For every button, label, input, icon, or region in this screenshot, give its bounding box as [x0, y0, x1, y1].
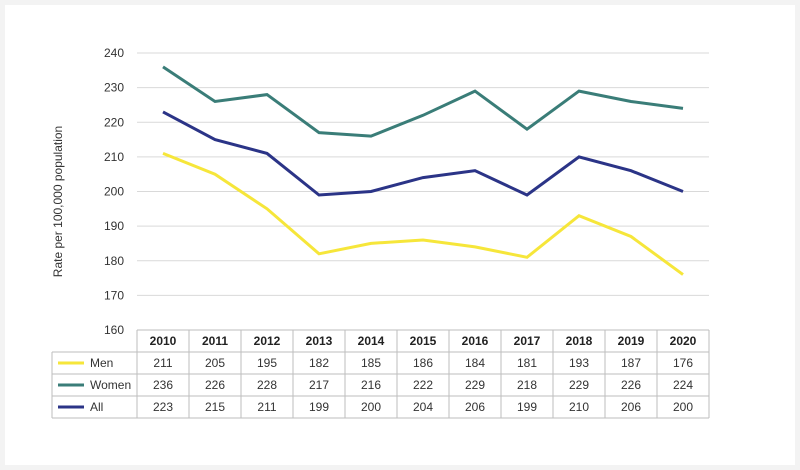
data-cell-women-2012: 228 — [257, 378, 277, 392]
data-cell-all-2019: 206 — [621, 400, 641, 414]
data-cell-men-2020: 176 — [673, 356, 693, 370]
y-tick-label-170: 170 — [104, 288, 124, 302]
data-cell-all-2020: 200 — [673, 400, 693, 414]
data-cell-men-2014: 185 — [361, 356, 381, 370]
x-tick-label-2017: 2017 — [514, 334, 541, 348]
data-cell-all-2015: 204 — [413, 400, 433, 414]
data-cell-women-2020: 224 — [673, 378, 693, 392]
y-tick-label-240: 240 — [104, 46, 124, 60]
data-cell-men-2011: 205 — [205, 356, 225, 370]
data-cell-women-2016: 229 — [465, 378, 485, 392]
y-tick-label-200: 200 — [104, 185, 124, 199]
legend-label-women: Women — [90, 378, 131, 392]
data-cell-women-2018: 229 — [569, 378, 589, 392]
x-tick-label-2020: 2020 — [670, 334, 697, 348]
data-cell-women-2015: 222 — [413, 378, 433, 392]
data-cell-all-2010: 223 — [153, 400, 173, 414]
data-cell-women-2011: 226 — [205, 378, 225, 392]
data-cell-all-2013: 199 — [309, 400, 329, 414]
x-tick-label-2019: 2019 — [618, 334, 645, 348]
data-cell-all-2016: 206 — [465, 400, 485, 414]
data-cell-women-2010: 236 — [153, 378, 173, 392]
x-tick-label-2010: 2010 — [150, 334, 177, 348]
data-cell-all-2011: 215 — [205, 400, 225, 414]
legend-label-men: Men — [90, 356, 113, 370]
data-cell-all-2018: 210 — [569, 400, 589, 414]
y-axis-label: Rate per 100,000 population — [51, 126, 65, 277]
data-cell-all-2017: 199 — [517, 400, 537, 414]
data-cell-men-2010: 211 — [153, 356, 172, 370]
x-tick-label-2014: 2014 — [358, 334, 385, 348]
y-tick-label-160: 160 — [104, 323, 124, 337]
data-cell-men-2015: 186 — [413, 356, 433, 370]
y-tick-label-190: 190 — [104, 219, 124, 233]
legend-label-all: All — [90, 400, 103, 414]
series-line-all — [162, 110, 684, 197]
y-tick-label-210: 210 — [104, 150, 124, 164]
data-cell-women-2013: 217 — [309, 378, 329, 392]
x-tick-label-2018: 2018 — [566, 334, 593, 348]
x-tick-label-2016: 2016 — [462, 334, 489, 348]
y-tick-label-230: 230 — [104, 81, 124, 95]
x-tick-label-2012: 2012 — [254, 334, 281, 348]
x-tick-label-2015: 2015 — [410, 334, 437, 348]
series-line-men — [162, 152, 684, 276]
data-cell-men-2017: 181 — [517, 356, 537, 370]
data-cell-men-2013: 182 — [309, 356, 329, 370]
x-tick-label-2011: 2011 — [202, 334, 228, 348]
data-cell-men-2019: 187 — [621, 356, 641, 370]
data-cell-men-2016: 184 — [465, 356, 485, 370]
data-cell-women-2019: 226 — [621, 378, 641, 392]
y-tick-label-180: 180 — [104, 254, 124, 268]
series-line-women — [162, 65, 684, 138]
data-cell-men-2018: 193 — [569, 356, 589, 370]
data-cell-all-2012: 211 — [257, 400, 276, 414]
data-cell-all-2014: 200 — [361, 400, 381, 414]
data-cell-men-2012: 195 — [257, 356, 277, 370]
x-tick-label-2013: 2013 — [306, 334, 333, 348]
y-tick-label-220: 220 — [104, 115, 124, 129]
data-cell-women-2014: 216 — [361, 378, 381, 392]
data-cell-women-2017: 218 — [517, 378, 537, 392]
